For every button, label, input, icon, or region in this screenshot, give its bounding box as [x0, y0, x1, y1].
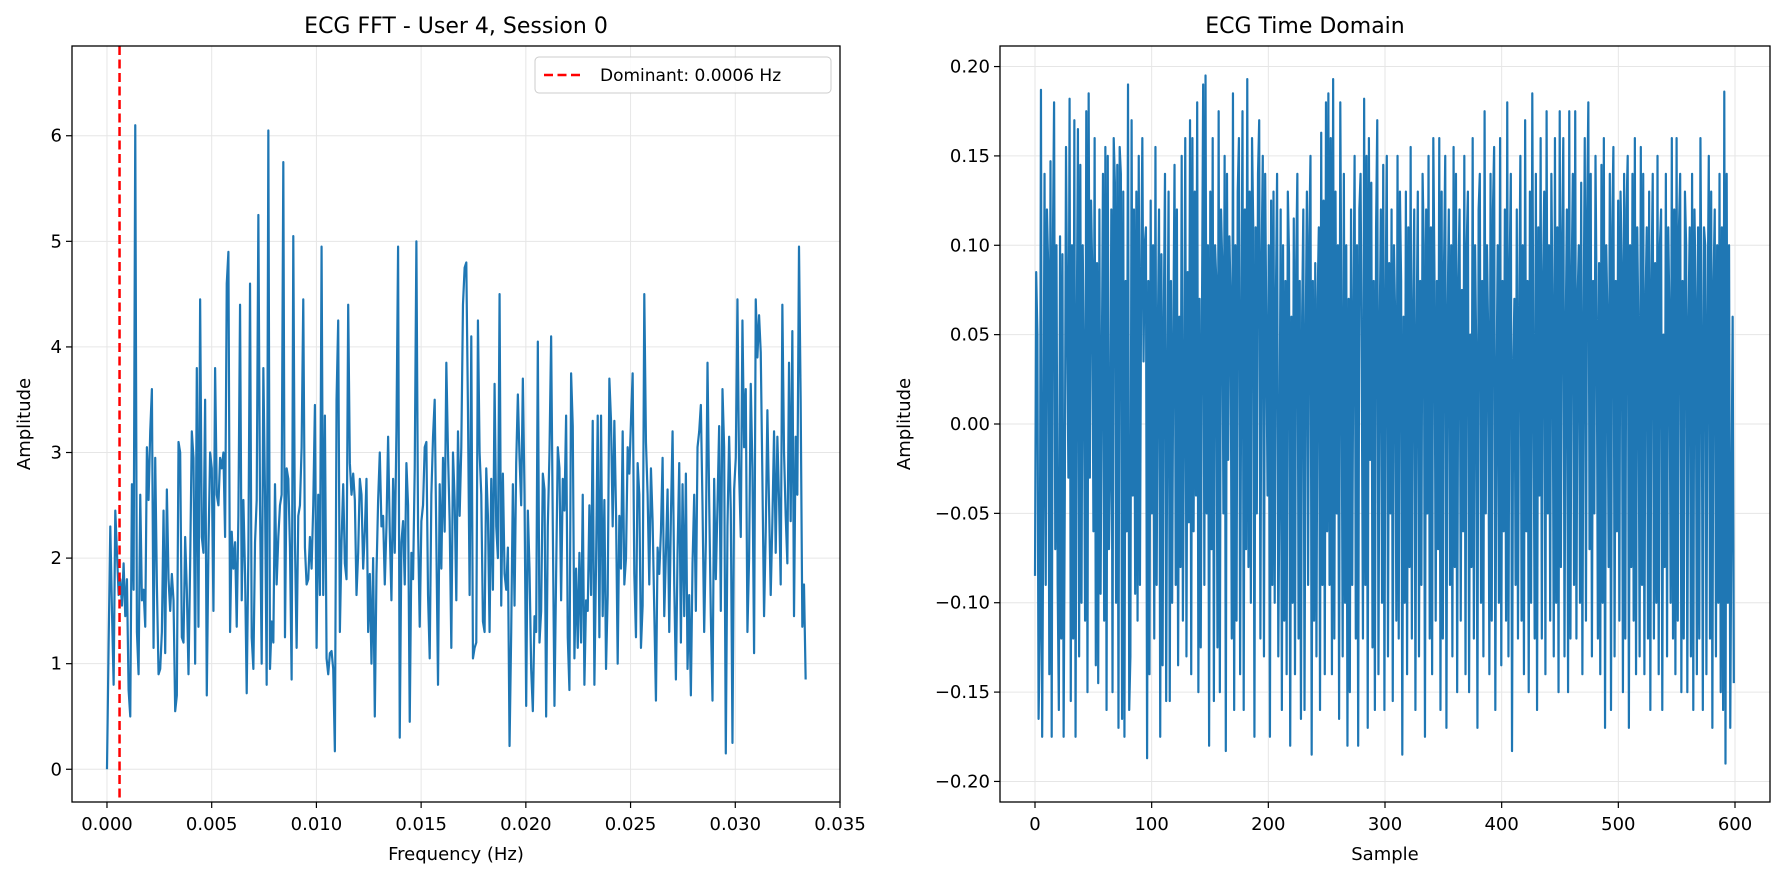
time-chart-title: ECG Time Domain	[1205, 14, 1405, 39]
x-tick-label: 0.020	[500, 814, 552, 835]
x-tick-label: 0.000	[81, 814, 133, 835]
y-tick-label: 4	[51, 337, 62, 358]
fft-x-axis-label: Frequency (Hz)	[388, 844, 524, 865]
x-tick-label: 400	[1484, 814, 1518, 835]
x-tick-label: 0	[1029, 814, 1040, 835]
fft-ticks: 0.000 0.005 0.010 0.015 0.020 0.025 0.030 0.035…	[51, 126, 866, 835]
x-tick-label: 300	[1368, 814, 1402, 835]
y-tick-label: 3	[51, 443, 62, 464]
y-tick-label: 1	[51, 654, 62, 675]
y-tick-label: 6	[51, 126, 62, 147]
x-tick-label: 100	[1134, 814, 1168, 835]
x-tick-label: 0.015	[395, 814, 447, 835]
fft-plot-area	[105, 46, 807, 802]
time-x-axis-label: Sample	[1351, 844, 1419, 865]
x-tick-label: 600	[1718, 814, 1752, 835]
fft-legend: Dominant: 0.0006 Hz	[534, 56, 832, 94]
time-ticks: 0 100 200 300 400 500 600 0.20 0.15 0.10 0.05 0.00 −…	[935, 57, 1752, 835]
y-tick-label: −0.15	[935, 682, 990, 703]
y-tick-label: 0.20	[950, 57, 990, 78]
fft-chart-title: ECG FFT - User 4, Session 0	[304, 14, 608, 39]
time-domain-chart: ECG Time Domain 0 100 200 300 400 500 6000.200…	[894, 14, 1771, 865]
y-tick-label: 2	[51, 548, 62, 569]
y-tick-label: 0.00	[950, 414, 990, 435]
fft-y-axis-label: Amplitude	[14, 378, 35, 470]
y-tick-label: −0.20	[935, 771, 990, 792]
y-tick-label: −0.05	[935, 503, 990, 524]
series-line	[105, 124, 807, 770]
x-tick-label: 0.005	[186, 814, 238, 835]
time-y-axis-label: Amplitude	[894, 378, 915, 470]
y-tick-label: −0.10	[935, 593, 990, 614]
legend-box	[534, 56, 832, 94]
x-tick-label: 0.030	[710, 814, 762, 835]
time-plot-area	[1033, 74, 1735, 765]
x-tick-label: 0.035	[814, 814, 866, 835]
x-tick-label: 500	[1601, 814, 1635, 835]
y-tick-label: 5	[51, 231, 62, 252]
y-tick-label: 0.05	[950, 325, 990, 346]
x-tick-label: 0.010	[291, 814, 343, 835]
y-tick-label: 0	[51, 759, 62, 780]
legend-dominant-label: Dominant: 0.0006 Hz	[600, 66, 781, 86]
fft-axes-frame	[71, 45, 841, 803]
y-tick-label: 0.15	[950, 146, 990, 167]
y-tick-label: 0.10	[950, 235, 990, 256]
x-tick-label: 200	[1251, 814, 1285, 835]
x-tick-label: 0.025	[605, 814, 657, 835]
fft-chart: ECG FFT - User 4, Session 0 0.000 0.005 0.…	[14, 14, 866, 865]
series-line	[1033, 74, 1735, 765]
